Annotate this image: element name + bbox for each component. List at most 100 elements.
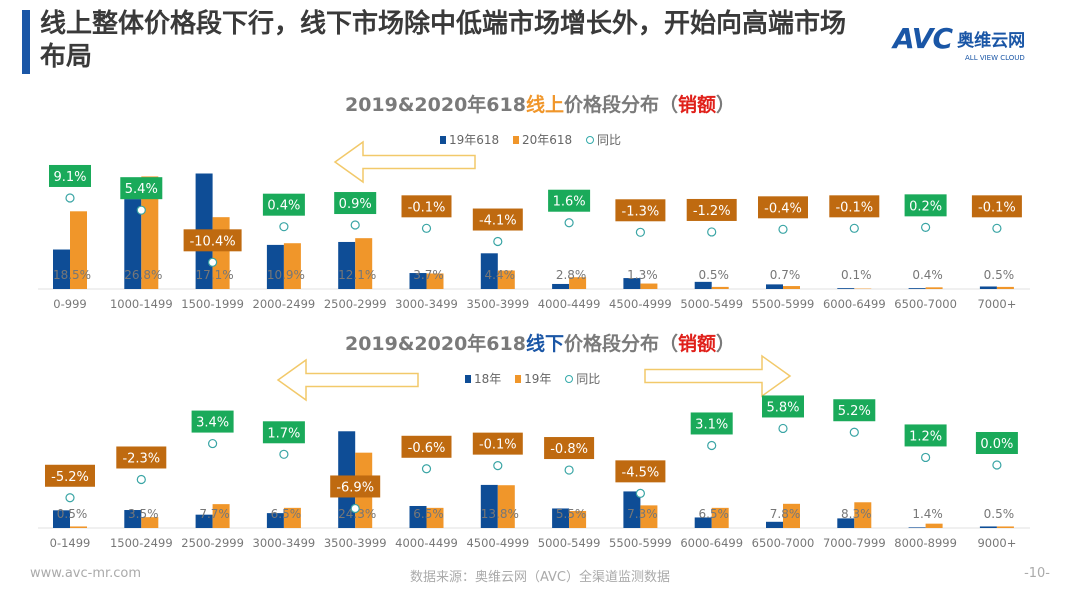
title-highlight: 线下 bbox=[525, 333, 564, 355]
data-label: 5.5% bbox=[556, 507, 587, 521]
title-red: 销额 bbox=[678, 94, 717, 116]
x-tick-label: 5500-5999 bbox=[609, 536, 672, 550]
yoy-marker bbox=[635, 227, 646, 237]
x-tick-label: 4500-4999 bbox=[609, 297, 672, 311]
yoy-label: 3.1% bbox=[695, 417, 728, 432]
yoy-label-box bbox=[401, 435, 452, 458]
avc-logo: AVC 奥维云网 ALL VIEW CLOUD bbox=[893, 22, 1026, 62]
bar-20年618 bbox=[783, 286, 800, 289]
yoy-marker bbox=[493, 236, 503, 247]
bar-19年 bbox=[212, 504, 230, 528]
yoy-label-box bbox=[615, 460, 666, 483]
logo-cn: 奥维云网 bbox=[957, 31, 1026, 51]
yoy-label-box bbox=[262, 193, 305, 216]
yoy-label: -4.1% bbox=[479, 214, 517, 229]
yoy-label: 0.4% bbox=[267, 199, 300, 214]
x-tick-label: 3000-3499 bbox=[395, 297, 458, 311]
bar-18年 bbox=[623, 491, 641, 528]
yoy-marker bbox=[421, 464, 432, 474]
bar-19年 bbox=[783, 503, 800, 528]
yoy-label-box bbox=[615, 199, 666, 222]
x-tick-label: 3500-3999 bbox=[324, 536, 387, 550]
yoy-label: 3.4% bbox=[196, 416, 229, 431]
legend-item: 18年 bbox=[465, 372, 501, 386]
yoy-label-box bbox=[330, 475, 381, 498]
bar-19年 bbox=[925, 523, 943, 528]
bar-19年 bbox=[711, 507, 729, 528]
arrow-right-icon bbox=[644, 354, 792, 398]
yoy-label: -2.3% bbox=[122, 451, 160, 466]
yoy-marker bbox=[350, 220, 360, 230]
bar-18年 bbox=[409, 505, 427, 528]
x-tick-label: 4000-4499 bbox=[395, 536, 458, 550]
bar-19年618 bbox=[837, 288, 855, 289]
yoy-marker bbox=[635, 488, 646, 498]
bar-18年 bbox=[979, 526, 997, 528]
yoy-label-box bbox=[401, 195, 452, 218]
yoy-label-box bbox=[758, 196, 808, 219]
data-label: 8.3% bbox=[841, 507, 872, 521]
yoy-label: -1.3% bbox=[622, 204, 660, 219]
yoy-marker bbox=[136, 474, 146, 485]
bar-19年618 bbox=[623, 278, 641, 289]
data-label: 6.5% bbox=[413, 507, 444, 521]
footer-website[interactable]: www.avc-mr.com bbox=[30, 566, 142, 581]
chart-title-offline: 2019&2020年618线下价格段分布（销额） bbox=[0, 329, 1080, 356]
yoy-label-box bbox=[262, 421, 305, 444]
yoy-label: -0.1% bbox=[835, 200, 873, 215]
bar-18年 bbox=[837, 518, 855, 528]
yoy-marker bbox=[707, 440, 717, 451]
x-tick-label: 6000-6499 bbox=[680, 536, 743, 550]
yoy-label-box bbox=[975, 432, 1018, 454]
bar-18年 bbox=[266, 513, 284, 528]
yoy-label: 0.9% bbox=[339, 197, 372, 212]
bar-19年 bbox=[497, 485, 515, 528]
logo-text: AVC bbox=[893, 22, 953, 55]
legend-online: 19年618 20年618 同比 bbox=[440, 131, 631, 148]
bar-20年618 bbox=[640, 283, 658, 289]
yoy-marker bbox=[493, 461, 503, 471]
legend-offline: 18年 19年 同比 bbox=[465, 370, 610, 387]
yoy-label: -0.1% bbox=[408, 200, 446, 215]
yoy-label: -0.4% bbox=[764, 201, 802, 216]
data-label: 7.3% bbox=[627, 507, 658, 521]
yoy-label: -10.4% bbox=[190, 234, 236, 249]
yoy-label: -5.2% bbox=[51, 470, 89, 485]
x-tick-label: 5000-5499 bbox=[538, 536, 601, 550]
x-tick-label: 2000-2499 bbox=[253, 297, 316, 311]
bar-20年618 bbox=[569, 277, 587, 289]
x-tick-label: 0-999 bbox=[53, 297, 86, 311]
x-tick-label: 1500-2499 bbox=[110, 536, 173, 550]
yoy-marker bbox=[849, 427, 859, 437]
bar-18年 bbox=[195, 514, 213, 528]
bar-20年618 bbox=[996, 286, 1014, 289]
bar-19年618 bbox=[979, 286, 997, 289]
data-label: 10.9% bbox=[267, 268, 305, 282]
bar-20年618 bbox=[283, 243, 301, 289]
bar-19年 bbox=[569, 510, 587, 528]
x-tick-label: 8000-8999 bbox=[894, 536, 957, 550]
bar-19年618 bbox=[766, 284, 783, 289]
bar-20年618 bbox=[497, 270, 515, 289]
footer-source: 数据来源：奥维云网（AVC）全渠道监测数据 bbox=[409, 570, 671, 585]
yoy-label: -6.9% bbox=[336, 480, 374, 495]
yoy-label-box bbox=[833, 399, 876, 422]
data-label: 3.7% bbox=[413, 268, 444, 282]
bar-19年618 bbox=[694, 281, 712, 289]
yoy-label: -0.6% bbox=[408, 441, 446, 456]
bar-19年618 bbox=[266, 244, 284, 289]
x-tick-label: 4500-4999 bbox=[466, 536, 529, 550]
bar-19年618 bbox=[124, 199, 142, 289]
legend-item: 同比 bbox=[565, 372, 600, 386]
bar-19年 bbox=[996, 526, 1014, 528]
bar-19年 bbox=[854, 502, 872, 528]
yoy-label-box bbox=[544, 437, 595, 460]
bar-19年 bbox=[70, 526, 87, 528]
x-tick-label: 9000+ bbox=[977, 536, 1016, 550]
legend-item: 同比 bbox=[586, 133, 621, 147]
yoy-label: 5.2% bbox=[838, 404, 871, 419]
yoy-marker bbox=[208, 438, 218, 449]
data-label: 7.8% bbox=[770, 507, 801, 521]
bar-19年 bbox=[283, 507, 301, 528]
